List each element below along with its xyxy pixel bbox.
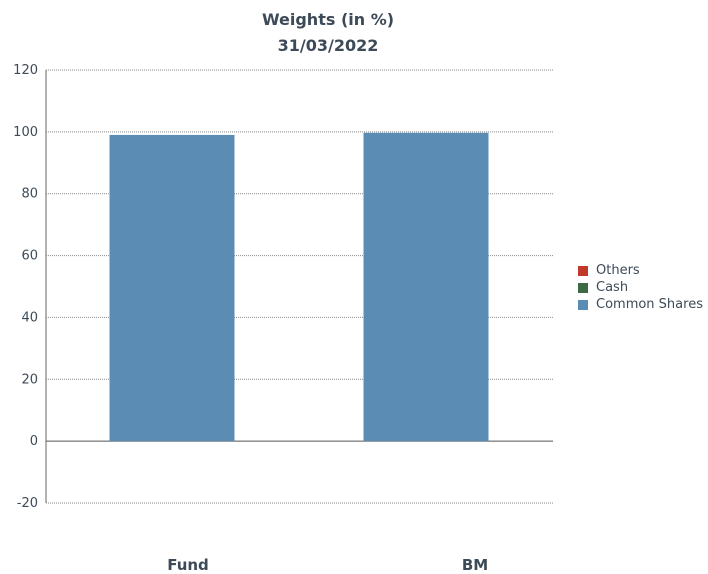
y-tick-label: 20 xyxy=(21,372,38,387)
bar-bm-common-shares[interactable] xyxy=(364,133,489,441)
legend-swatch xyxy=(578,266,588,276)
legend-swatch xyxy=(578,283,588,293)
y-tick-label: -20 xyxy=(17,496,38,511)
legend-item-others[interactable]: Others xyxy=(578,262,703,279)
y-tick-label: 100 xyxy=(13,125,38,140)
legend-swatch xyxy=(578,300,588,310)
legend-label: Cash xyxy=(596,280,628,295)
legend-label: Others xyxy=(596,263,640,278)
x-tick-label-bm: BM xyxy=(462,556,488,574)
y-tick-label: 0 xyxy=(30,434,38,449)
bar-fund-common-shares[interactable] xyxy=(110,135,235,441)
chart-legend: Others Cash Common Shares xyxy=(578,262,703,313)
y-tick-label: 40 xyxy=(21,310,38,325)
y-tick-label: 80 xyxy=(21,187,38,202)
legend-item-cash[interactable]: Cash xyxy=(578,279,703,296)
y-tick-label: 60 xyxy=(21,249,38,264)
y-tick-label: 120 xyxy=(13,63,38,78)
x-tick-label-fund: Fund xyxy=(167,556,209,574)
legend-item-common-shares[interactable]: Common Shares xyxy=(578,296,703,313)
legend-label: Common Shares xyxy=(596,297,703,312)
